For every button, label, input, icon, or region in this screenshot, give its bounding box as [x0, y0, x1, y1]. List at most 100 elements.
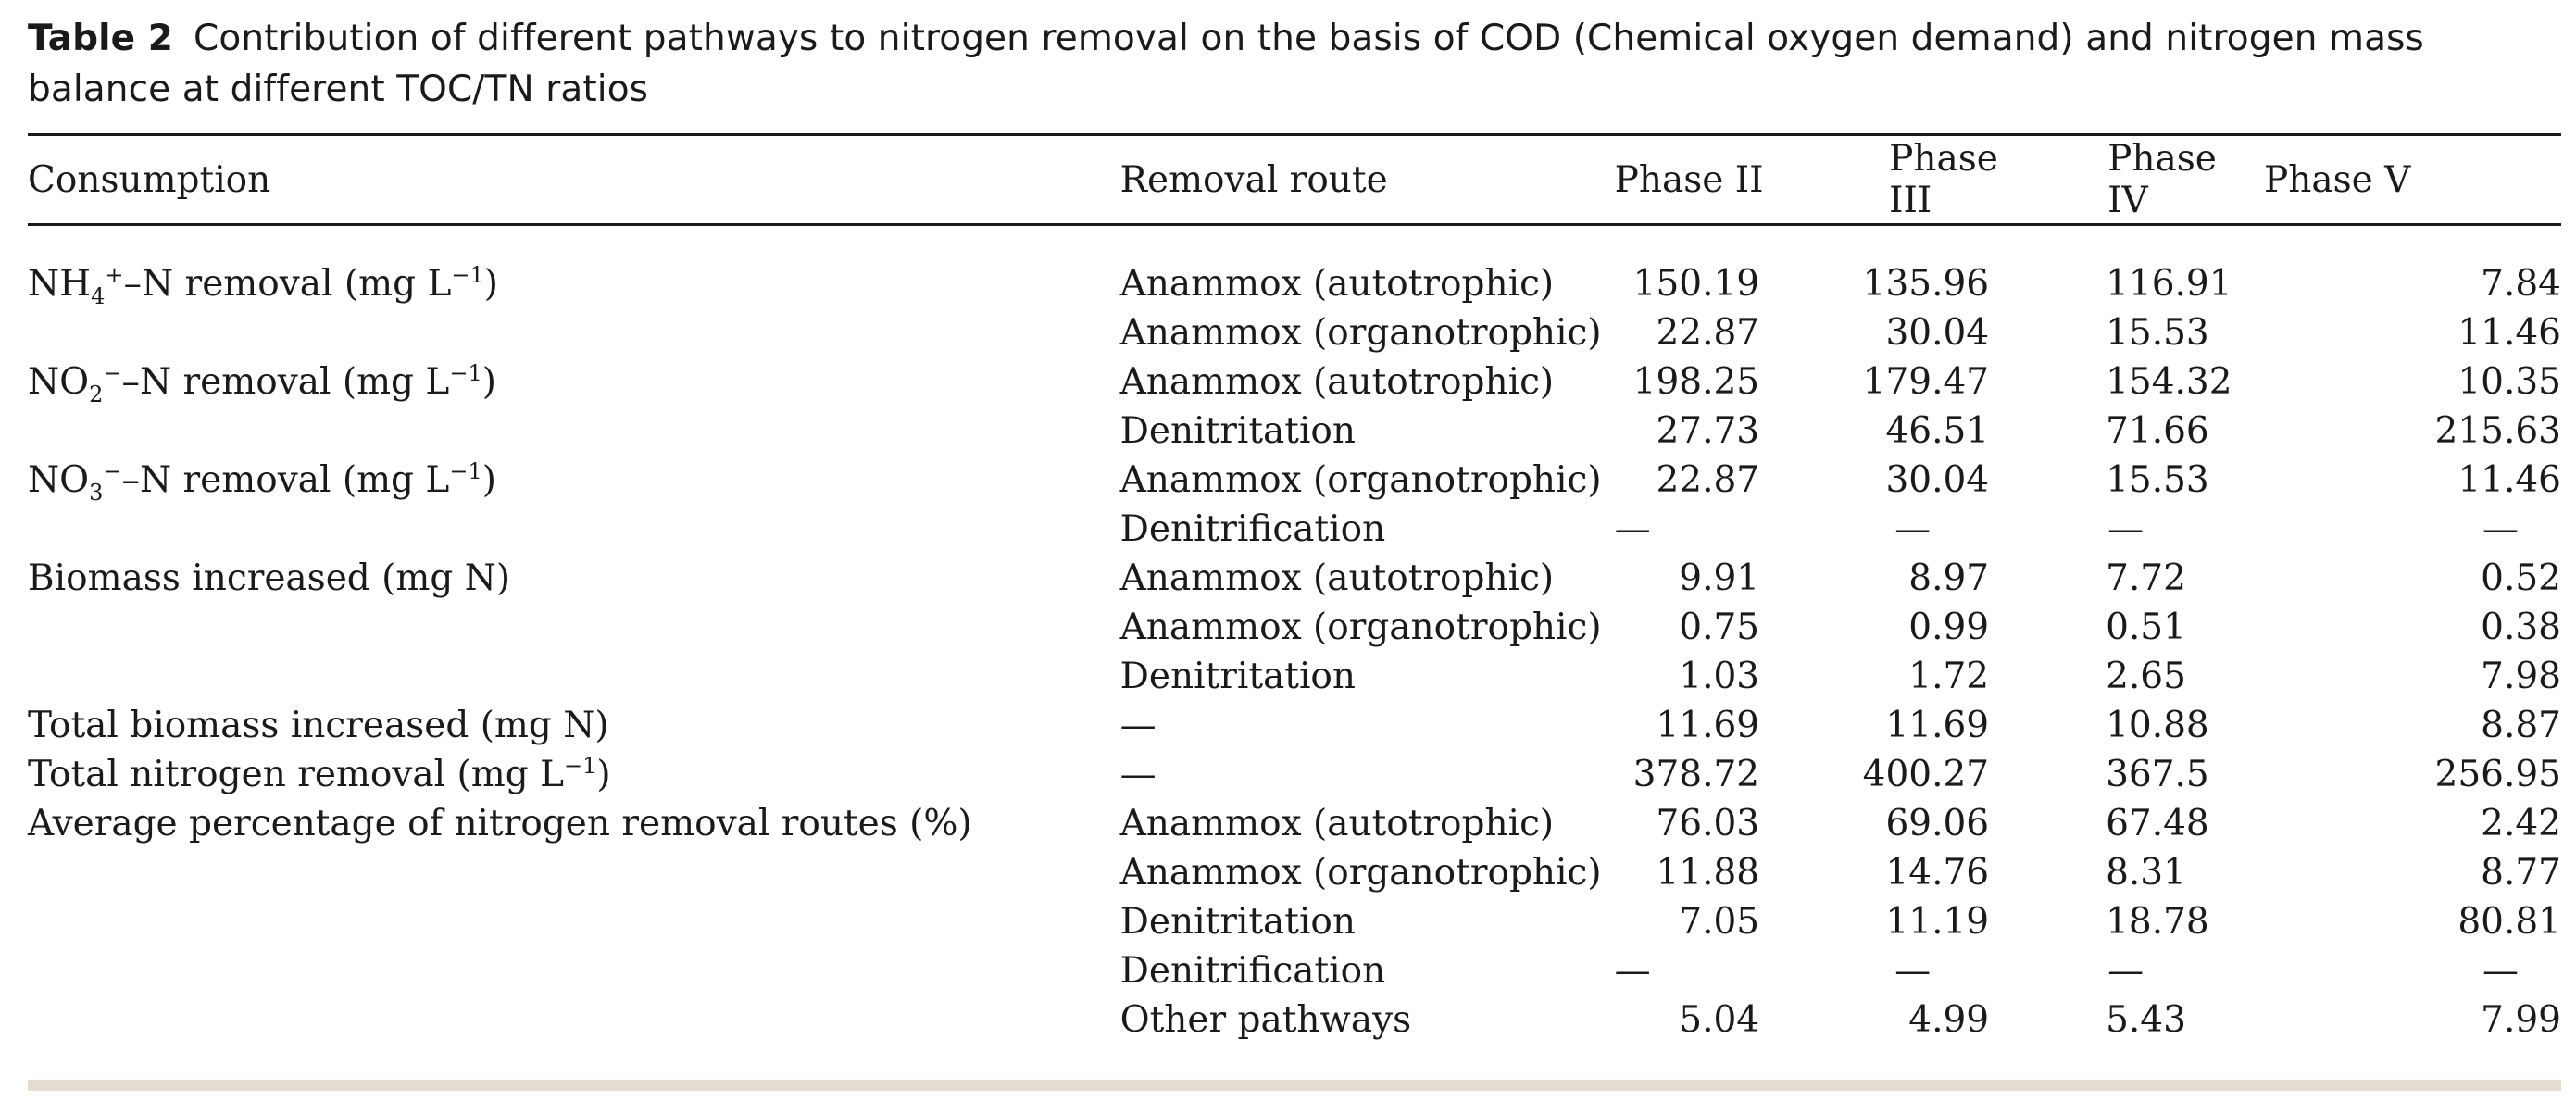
- cell-removal-route: Anammox (autotrophic): [1119, 361, 1555, 403]
- cell-phase-iii: 14.76: [1885, 852, 1990, 894]
- header-removal-route: Removal route: [1119, 158, 1388, 201]
- table-row: Denitrification — — — —: [28, 946, 2561, 995]
- cell-phase-v: 2.42: [2481, 803, 2561, 845]
- cell-phase-v: 80.81: [2457, 901, 2561, 943]
- header-phase-v: Phase V: [2264, 158, 2411, 201]
- cell-phase-ii: 5.04: [1679, 999, 1760, 1041]
- cell-removal-route: Anammox (autotrophic): [1119, 557, 1555, 599]
- cell-phase-v: 11.46: [2457, 312, 2561, 354]
- header-row: Consumption Removal route Phase II Phase…: [28, 134, 2561, 225]
- cell-removal-route: Denitrification: [1119, 508, 1386, 550]
- cell-phase-ii: 1.03: [1679, 656, 1760, 697]
- cell-phase-v: 0.38: [2481, 607, 2561, 648]
- cell-phase-v: 215.63: [2434, 410, 2561, 452]
- bottom-rule: [28, 1080, 2561, 1091]
- cell-phase-ii: 7.05: [1679, 901, 1760, 943]
- cell-phase-v: 11.46: [2457, 459, 2561, 501]
- cell-phase-ii: 150.19: [1632, 263, 1760, 305]
- cell-phase-iii: 8.97: [1908, 557, 1990, 599]
- cell-phase-ii: 11.69: [1656, 705, 1760, 746]
- cell-phase-iii: 0.99: [1908, 607, 1990, 648]
- cell-consumption: Total nitrogen removal (mg L−1): [28, 753, 611, 795]
- cell-phase-ii: —: [1614, 950, 1651, 992]
- cell-phase-iii: —: [1894, 950, 1932, 992]
- cell-removal-route: Denitrification: [1119, 950, 1386, 992]
- cell-phase-v: —: [2482, 950, 2519, 992]
- header-phase-iv: Phase IV: [2107, 138, 2217, 221]
- cell-removal-route: Anammox (organotrophic): [1119, 852, 1602, 894]
- cell-removal-route: Anammox (organotrophic): [1119, 312, 1602, 354]
- cell-phase-iii: 30.04: [1885, 312, 1990, 354]
- cell-consumption: Biomass increased (mg N): [28, 557, 511, 599]
- cell-phase-iii: 30.04: [1885, 459, 1990, 501]
- cell-phase-iii: 46.51: [1885, 410, 1990, 452]
- table-row: Denitritation 27.73 46.51 71.66 215.63: [28, 407, 2561, 456]
- header-phase-ii: Phase II: [1614, 158, 1764, 201]
- cell-phase-ii: 22.87: [1656, 312, 1760, 354]
- cell-phase-v: 7.84: [2481, 263, 2561, 305]
- cell-phase-v: 10.35: [2457, 361, 2561, 403]
- cell-phase-ii: 76.03: [1656, 803, 1760, 845]
- cell-removal-route: Denitritation: [1119, 901, 1357, 943]
- cell-phase-ii: 0.75: [1679, 607, 1760, 648]
- table-row: Total biomass increased (mg N) — 11.69 11.6…: [28, 701, 2561, 750]
- cell-phase-iii: 11.19: [1885, 901, 1990, 943]
- cell-phase-iv: 7.72: [2106, 557, 2186, 599]
- cell-phase-ii: 11.88: [1656, 852, 1760, 894]
- header-phase-iii: Phase III: [1889, 138, 1998, 221]
- cell-phase-iii: 11.69: [1885, 705, 1990, 746]
- table-row: Anammox (organotrophic) 0.75 0.99 0.51 0.38: [28, 603, 2561, 652]
- cell-consumption-empty: [28, 505, 1120, 554]
- cell-phase-iii: 179.47: [1862, 361, 1990, 403]
- header-consumption: Consumption: [28, 158, 271, 201]
- cell-phase-iii: 1.72: [1908, 656, 1990, 697]
- cell-consumption-empty: [28, 308, 1120, 357]
- cell-phase-ii: 378.72: [1632, 754, 1760, 795]
- table-row: Anammox (organotrophic) 11.88 14.76 8.31 8.7…: [28, 848, 2561, 897]
- cell-consumption: NO3−–N removal (mg L−1): [28, 458, 496, 506]
- cell-removal-route: Denitritation: [1119, 410, 1357, 452]
- table-row: Anammox (organotrophic) 22.87 30.04 15.53 11…: [28, 308, 2561, 357]
- cell-consumption-empty: [28, 603, 1120, 652]
- cell-removal-route: —: [1119, 705, 1157, 746]
- cell-consumption: Average percentage of nitrogen removal r…: [28, 803, 972, 845]
- table-row: Biomass increased (mg N) Anammox (autotro…: [28, 554, 2561, 603]
- cell-phase-iv: 0.51: [2106, 607, 2186, 648]
- cell-phase-iv: 2.65: [2106, 656, 2186, 697]
- cell-phase-iv: 10.88: [2106, 705, 2209, 746]
- cell-phase-iii: 4.99: [1908, 999, 1990, 1041]
- cell-consumption-empty: [28, 407, 1120, 456]
- cell-consumption-empty: [28, 652, 1120, 701]
- cell-removal-route: Denitritation: [1119, 656, 1357, 697]
- cell-phase-iv: 67.48: [2106, 803, 2209, 845]
- table-label: Table 2: [28, 18, 174, 59]
- cell-phase-ii: 27.73: [1656, 410, 1760, 452]
- cell-consumption: Total biomass increased (mg N): [28, 705, 609, 746]
- table-row: Average percentage of nitrogen removal r…: [28, 799, 2561, 848]
- cell-phase-iv: 154.32: [2106, 361, 2232, 403]
- cell-phase-iv: 116.91: [2106, 263, 2232, 305]
- cell-removal-route: Anammox (organotrophic): [1119, 607, 1602, 648]
- cell-consumption: NO2−–N removal (mg L−1): [28, 360, 496, 407]
- cell-removal-route: Anammox (organotrophic): [1119, 459, 1602, 501]
- cell-phase-iv: —: [2107, 508, 2145, 550]
- cell-removal-route: —: [1119, 754, 1157, 795]
- cell-phase-v: 8.87: [2481, 705, 2561, 746]
- table-figure: Table 2 Contribution of different pathway…: [28, 13, 2561, 1041]
- table-caption: Table 2 Contribution of different pathway…: [28, 13, 2561, 115]
- cell-phase-iii: —: [1894, 508, 1932, 550]
- cell-phase-v: 7.98: [2481, 656, 2561, 697]
- cell-phase-ii: 198.25: [1632, 361, 1760, 403]
- cell-phase-v: 8.77: [2481, 852, 2561, 894]
- table-row: Other pathways 5.04 4.99 5.43 7.99: [28, 995, 2561, 1045]
- cell-phase-iv: —: [2107, 950, 2145, 992]
- cell-phase-iii: 135.96: [1862, 263, 1990, 305]
- table-row: Denitritation 7.05 11.19 18.78 80.81: [28, 897, 2561, 946]
- cell-phase-iv: 71.66: [2106, 410, 2209, 452]
- table-row: NO3−–N removal (mg L−1) Anammox (organotr…: [28, 456, 2561, 505]
- cell-phase-ii: —: [1614, 508, 1651, 550]
- cell-phase-v: —: [2482, 508, 2519, 550]
- cell-phase-iv: 5.43: [2106, 999, 2186, 1041]
- table-row: Denitritation 1.03 1.72 2.65 7.98: [28, 652, 2561, 701]
- cell-phase-iii: 400.27: [1862, 754, 1990, 795]
